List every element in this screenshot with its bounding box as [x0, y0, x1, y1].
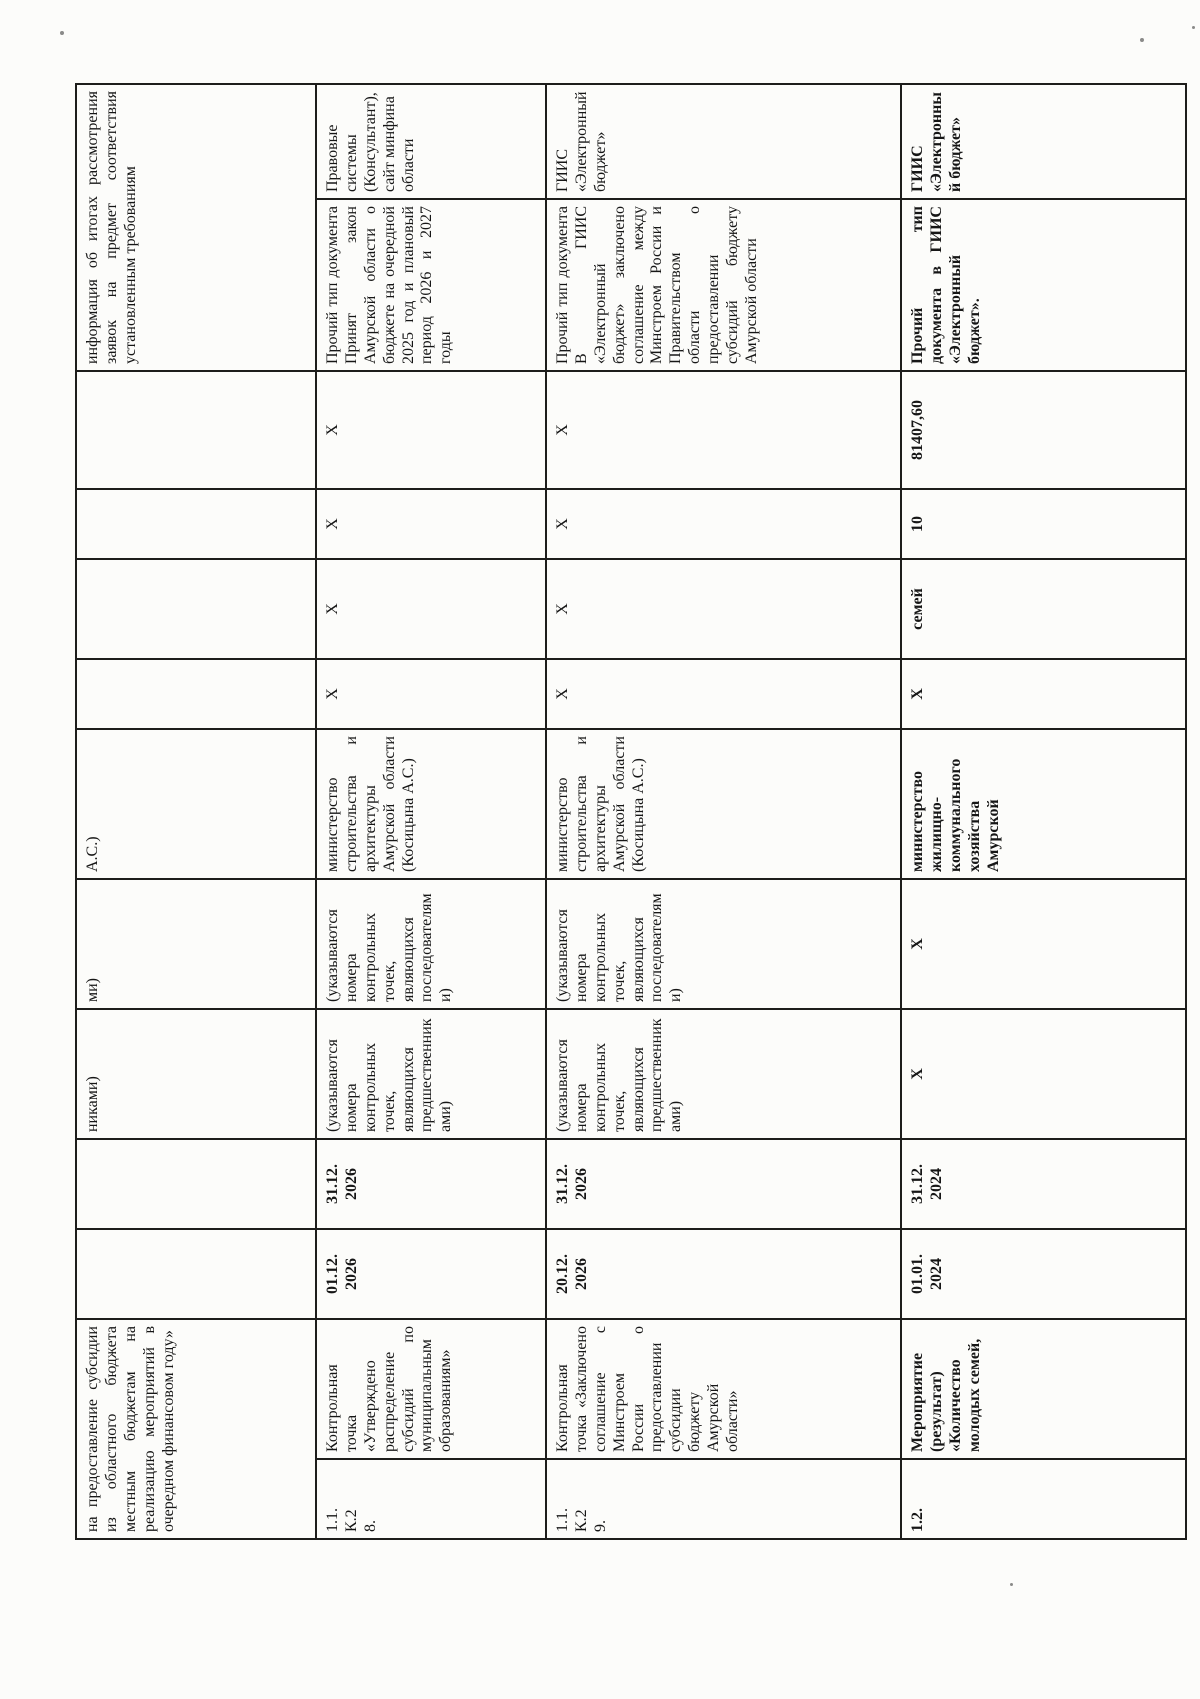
- followers-cell: ми): [76, 879, 316, 1009]
- rotated-table-wrapper: на предоставление субсидии из областного…: [75, 83, 1187, 1540]
- document-type-cell: Прочий тип документа Принят закон Амурск…: [316, 199, 546, 371]
- value-cell: X: [901, 659, 1186, 729]
- value-cell: X: [546, 559, 901, 659]
- name-cell: Контрольная точка «Заключено соглашение …: [546, 1319, 901, 1459]
- value-cell: X: [546, 489, 901, 559]
- value-cell: [76, 489, 316, 559]
- scan-speck: [1010, 1583, 1013, 1586]
- info-system-cell: ГИИС «Электронный бюджет»: [546, 83, 901, 199]
- row-id-cell: 1.1. К.2 8.: [316, 1459, 546, 1539]
- value-cell: X: [316, 489, 546, 559]
- name-cell: Мероприятие (результат) «Количество моло…: [901, 1319, 1186, 1459]
- responsible-cell: министерство жилищно-коммунального хозяй…: [901, 729, 1186, 879]
- responsible-cell: министерство строительства и архитектуры…: [316, 729, 546, 879]
- scan-speck: [60, 31, 64, 35]
- responsible-cell: министерство строительства и архитектуры…: [546, 729, 901, 879]
- start-date-cell: [76, 1229, 316, 1319]
- responsible-cell: А.С.): [76, 729, 316, 879]
- document-type-cell: Прочий тип документа в ГИИС «Электронный…: [901, 199, 1186, 371]
- table-row: 1.1. К.2 9. Контрольная точка «Заключено …: [546, 83, 901, 1539]
- predecessors-cell: (указываются номера контрольных точек, я…: [546, 1009, 901, 1139]
- name-cell: Контрольная точка «Утверждено распределе…: [316, 1319, 546, 1459]
- value-cell: 81407,60: [901, 371, 1186, 489]
- end-date-cell: 31.12. 2024: [901, 1139, 1186, 1229]
- document-type-cell: Прочий тип документа В ГИИС «Электронный…: [546, 199, 901, 371]
- value-cell: [76, 559, 316, 659]
- end-date-cell: 31.12. 2026: [546, 1139, 901, 1229]
- followers-cell: (указываются номера контрольных точек, я…: [546, 879, 901, 1009]
- start-date-cell: 01.01. 2024: [901, 1229, 1186, 1319]
- predecessors-cell: X: [901, 1009, 1186, 1139]
- value-cell: X: [316, 559, 546, 659]
- scan-speck: [1140, 38, 1144, 42]
- info-system-cell: Правовые системы (Консультант), сайт мин…: [316, 83, 546, 199]
- scan-speck: [1192, 26, 1195, 29]
- start-date-cell: 01.12. 2026: [316, 1229, 546, 1319]
- value-cell: X: [316, 371, 546, 489]
- name-cell: на предоставление субсидии из областного…: [76, 1319, 316, 1539]
- table-row: 1.2. Мероприятие (результат) «Количество …: [901, 83, 1186, 1539]
- end-date-cell: [76, 1139, 316, 1229]
- value-cell: [76, 659, 316, 729]
- start-date-cell: 20.12. 2026: [546, 1229, 901, 1319]
- info-system-cell: ГИИС «Электронный бюджет»: [901, 83, 1186, 199]
- document-type-cell: информация об итогах рассмотрения заявок…: [76, 83, 316, 371]
- value-cell: 10: [901, 489, 1186, 559]
- schedule-table: на предоставление субсидии из областного…: [75, 83, 1187, 1540]
- value-cell: [76, 371, 316, 489]
- followers-cell: X: [901, 879, 1186, 1009]
- predecessors-cell: (указываются номера контрольных точек, я…: [316, 1009, 546, 1139]
- row-id-cell: 1.2.: [901, 1459, 1186, 1539]
- table-row: 1.1. К.2 8. Контрольная точка «Утверждено…: [316, 83, 546, 1539]
- table-row: на предоставление субсидии из областного…: [76, 83, 316, 1539]
- followers-cell: (указываются номера контрольных точек, я…: [316, 879, 546, 1009]
- value-cell: X: [546, 659, 901, 729]
- value-cell: X: [316, 659, 546, 729]
- row-id-cell: 1.1. К.2 9.: [546, 1459, 901, 1539]
- end-date-cell: 31.12. 2026: [316, 1139, 546, 1229]
- value-cell: семей: [901, 559, 1186, 659]
- predecessors-cell: никами): [76, 1009, 316, 1139]
- value-cell: X: [546, 371, 901, 489]
